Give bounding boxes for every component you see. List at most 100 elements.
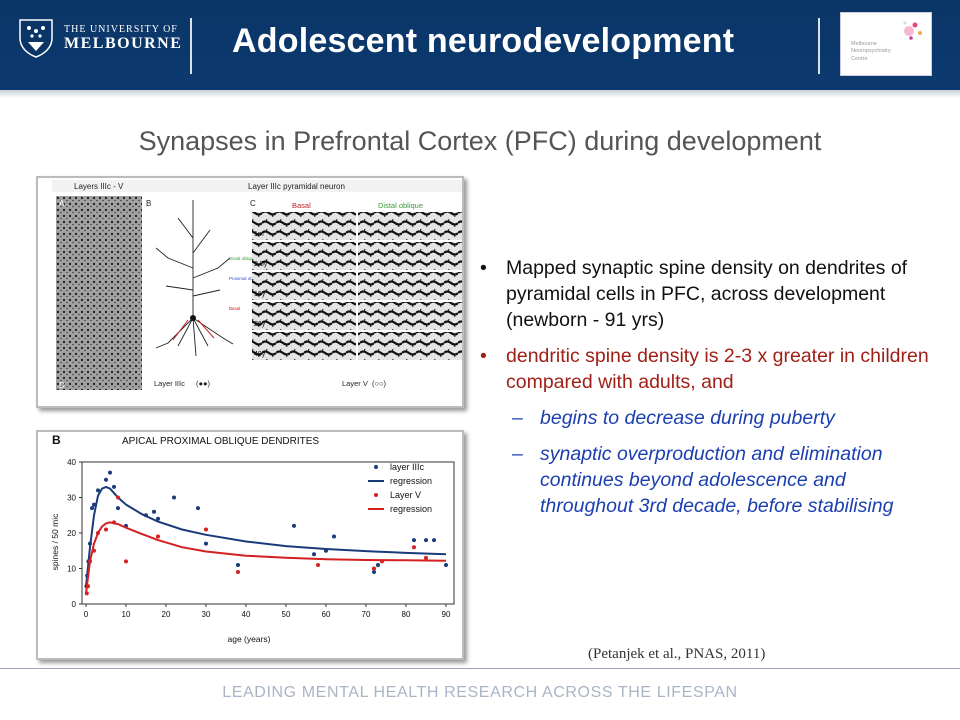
layer-iiic-symbol: (●●) xyxy=(196,379,211,388)
panel-label: B xyxy=(146,199,151,208)
neuron-legend-label: Distal oblique xyxy=(229,256,257,261)
x-tick-label: 50 xyxy=(282,610,291,619)
data-point xyxy=(292,523,296,528)
footer-tagline: LEADING MENTAL HEALTH RESEARCH ACROSS TH… xyxy=(222,684,738,701)
chart-title: APICAL PROXIMAL OBLIQUE DENDRITES xyxy=(122,436,319,447)
regression-line xyxy=(85,521,447,594)
university-logo: THE UNIVERSITY OF MELBOURNE xyxy=(18,18,182,58)
data-point xyxy=(424,538,428,543)
age-label: 49y xyxy=(254,351,266,358)
regression-line xyxy=(85,485,447,587)
fig1-header-left: Layers IIIc - V xyxy=(74,182,124,191)
data-point xyxy=(412,538,416,543)
x-tick-label: 60 xyxy=(322,610,331,619)
layer-iiic-label: Layer IIIc xyxy=(154,379,185,388)
x-tick-label: 20 xyxy=(162,610,171,619)
data-point xyxy=(124,559,128,564)
chart-svg: B APICAL PROXIMAL OBLIQUE DENDRITES age … xyxy=(50,433,455,644)
footer-divider xyxy=(0,668,960,669)
data-point xyxy=(108,470,112,475)
neuron-legend-label: Basal xyxy=(229,306,240,311)
university-crest-icon xyxy=(19,19,53,58)
x-tick-label: 80 xyxy=(402,610,411,619)
x-tick-label: 70 xyxy=(362,610,371,619)
data-point xyxy=(116,495,120,500)
data-point xyxy=(152,509,156,514)
sub-bullet-text: synaptic overproduction and elimination … xyxy=(540,443,894,517)
bullet-dot-icon: • xyxy=(480,345,487,367)
data-point xyxy=(172,495,176,500)
micrograph-image: Layers IIIc - V Layer IIIc pyramidal neu… xyxy=(52,180,462,390)
data-point xyxy=(112,484,116,489)
x-tick-label: 0 xyxy=(84,610,89,619)
data-point xyxy=(332,534,336,539)
age-label: 26y xyxy=(254,321,266,328)
data-point xyxy=(372,566,376,571)
layer-v-label: Layer V xyxy=(342,379,368,388)
y-tick-label: 40 xyxy=(67,458,76,467)
chart-xlabel: age (years) xyxy=(228,634,271,644)
y-tick-label: 30 xyxy=(67,494,76,503)
neuron-drawing xyxy=(155,200,234,357)
neuron-legend-label: Proximal oblique xyxy=(229,276,263,281)
data-point xyxy=(96,488,100,493)
fig1-header-right: Layer IIIc pyramidal neuron xyxy=(248,182,345,191)
data-point xyxy=(116,506,120,511)
data-point xyxy=(104,527,108,532)
legend-label: regression xyxy=(390,504,432,514)
basal-label: Basal xyxy=(292,201,311,210)
dendrite-rows xyxy=(252,212,462,360)
sub-bullet-item: – begins to decrease during puberty xyxy=(478,405,938,431)
spine-density-chart: B APICAL PROXIMAL OBLIQUE DENDRITES age … xyxy=(36,430,464,660)
sub-bullet-text: begins to decrease during puberty xyxy=(540,407,835,429)
header-divider xyxy=(190,18,192,74)
legend-marker xyxy=(374,493,378,497)
x-tick-label: 40 xyxy=(242,610,251,619)
header-divider xyxy=(818,18,820,74)
legend-label: layer IIIc xyxy=(390,462,425,472)
partner-logo-line: Centre xyxy=(851,55,868,62)
data-point xyxy=(312,552,316,557)
legend-label: regression xyxy=(390,476,432,486)
age-label: 1m xyxy=(254,231,264,238)
data-point xyxy=(444,562,448,567)
data-point xyxy=(156,516,160,521)
y-tick-label: 20 xyxy=(67,529,76,538)
partner-logo-line: Neuropsychiatry xyxy=(851,48,891,55)
panel-label: D xyxy=(59,381,65,390)
partner-logo: Melbourne Neuropsychiatry Centre xyxy=(840,12,932,76)
data-point xyxy=(204,541,208,546)
sub-bullet-item: – synaptic overproduction and eliminatio… xyxy=(478,441,938,519)
citation: (Petanjek et al., PNAS, 2011) xyxy=(588,646,766,662)
x-tick-label: 30 xyxy=(202,610,211,619)
x-tick-label: 90 xyxy=(442,610,451,619)
data-point xyxy=(204,527,208,532)
x-tick-label: 10 xyxy=(122,610,131,619)
distal-oblique-label: Distal oblique xyxy=(378,201,423,210)
data-point xyxy=(236,562,240,567)
partner-logo-line: Melbourne xyxy=(851,41,877,47)
data-point xyxy=(432,538,436,543)
data-point xyxy=(196,506,200,511)
data-point xyxy=(412,545,416,550)
data-point xyxy=(376,562,380,567)
university-name: MELBOURNE xyxy=(64,34,183,52)
data-point xyxy=(236,570,240,575)
y-tick-label: 0 xyxy=(72,600,77,609)
slide-subtitle: Synapses in Prefrontal Cortex (PFC) duri… xyxy=(138,126,822,156)
data-point xyxy=(156,534,160,539)
panel-a-image xyxy=(56,196,142,390)
y-tick-label: 10 xyxy=(67,565,76,574)
bullet-text: dendritic spine density is 2-3 x greater… xyxy=(506,345,929,393)
data-point xyxy=(316,562,320,567)
bullet-item: • Mapped synaptic spine density on dendr… xyxy=(478,255,938,333)
data-point xyxy=(104,477,108,482)
dash-icon: – xyxy=(512,407,523,429)
data-point xyxy=(372,570,376,575)
data-point xyxy=(90,506,94,511)
legend-marker xyxy=(374,465,378,469)
panel-label: C xyxy=(250,199,256,208)
bullet-list: • Mapped synaptic spine density on dendr… xyxy=(478,255,938,529)
dash-icon: – xyxy=(512,443,523,465)
university-name-small: THE UNIVERSITY OF xyxy=(64,23,178,35)
